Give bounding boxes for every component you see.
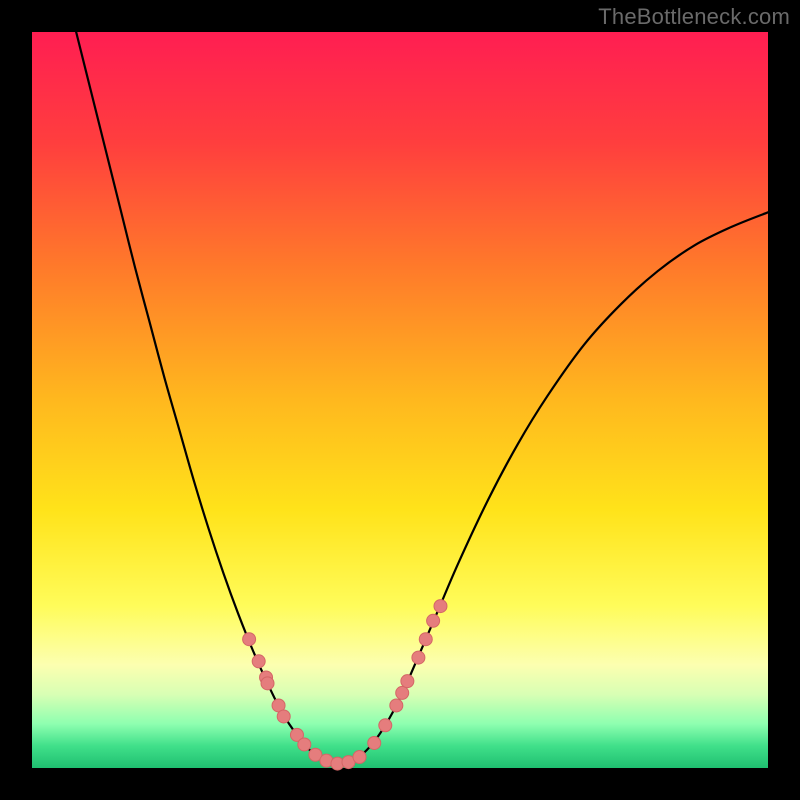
gpu-marker: [243, 633, 256, 646]
bottleneck-chart: [0, 0, 800, 800]
gpu-marker: [261, 677, 274, 690]
gpu-marker: [379, 719, 392, 732]
gpu-marker: [396, 686, 409, 699]
gpu-marker: [434, 600, 447, 613]
watermark-text: TheBottleneck.com: [598, 4, 790, 30]
gpu-marker: [412, 651, 425, 664]
plot-background: [32, 32, 768, 768]
gpu-marker: [298, 738, 311, 751]
gpu-marker: [390, 699, 403, 712]
gpu-marker: [252, 655, 265, 668]
gpu-marker: [427, 614, 440, 627]
gpu-marker: [353, 750, 366, 763]
gpu-marker: [401, 675, 414, 688]
gpu-marker: [419, 633, 432, 646]
chart-container: TheBottleneck.com: [0, 0, 800, 800]
gpu-marker: [368, 736, 381, 749]
gpu-marker: [277, 710, 290, 723]
